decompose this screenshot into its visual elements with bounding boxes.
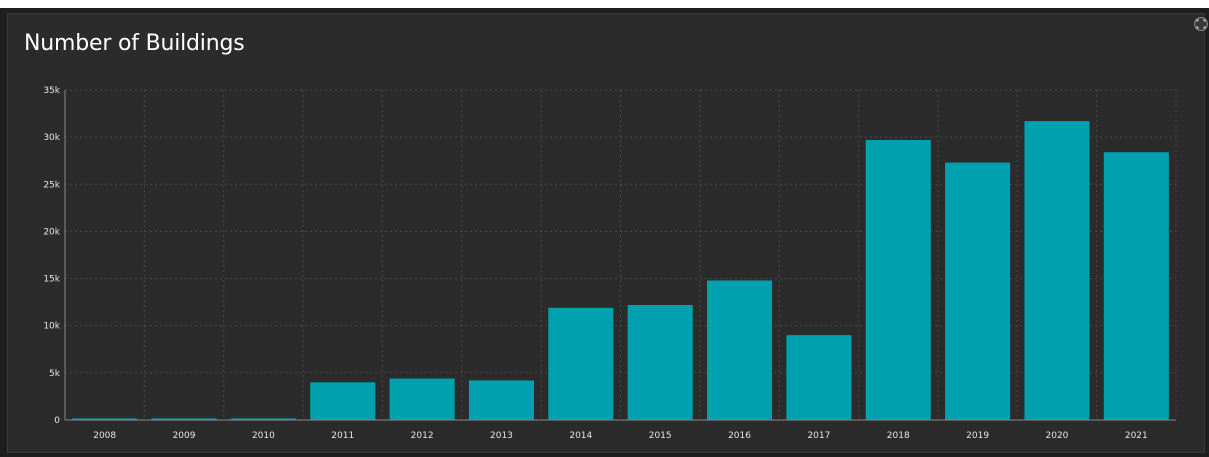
y-tick-label: 15k: [43, 275, 60, 285]
x-tick-label: 2021: [1125, 431, 1148, 441]
expand-button[interactable]: [1194, 17, 1208, 31]
bar-2021[interactable]: [1103, 152, 1169, 420]
x-tick-label: 2014: [569, 431, 592, 441]
bar-2012[interactable]: [389, 378, 455, 420]
x-tick-label: 2018: [887, 431, 910, 441]
y-tick-labels: 0 5k 10k 15k 20k 25k 30k 35k: [43, 86, 60, 426]
bar-2016[interactable]: [706, 280, 773, 420]
bar-2020[interactable]: [1024, 121, 1090, 420]
y-tick-label: 10k: [43, 322, 60, 332]
x-tick-label: 2020: [1046, 431, 1069, 441]
chart-title: Number of Buildings: [24, 31, 245, 56]
bar-2009[interactable]: [151, 418, 217, 421]
axes: [64, 90, 1176, 421]
x-tick-label: 2012: [411, 431, 434, 441]
x-tick-label: 2008: [93, 431, 116, 441]
bars: [72, 121, 1169, 420]
x-tick-label: 2010: [252, 431, 275, 441]
top-bar: [0, 0, 1209, 8]
bar-2010[interactable]: [230, 418, 296, 421]
y-tick-label: 0: [54, 416, 60, 426]
bar-2015[interactable]: [627, 304, 693, 420]
bar-2011[interactable]: [310, 382, 376, 420]
bar-2013[interactable]: [468, 380, 535, 420]
bar-2019[interactable]: [945, 162, 1011, 420]
x-tick-label: 2016: [728, 431, 751, 441]
y-tick-label: 5k: [49, 369, 61, 379]
x-tick-labels: 2008 2009 2010 2011 2012 2013 2014 2015 2016 2017…: [93, 431, 1148, 441]
bar-2017[interactable]: [786, 335, 852, 420]
x-tick-label: 2009: [173, 431, 196, 441]
x-tick-label: 2017: [807, 431, 830, 441]
bar-2014[interactable]: [548, 307, 614, 420]
y-tick-label: 20k: [43, 227, 60, 237]
x-tick-label: 2019: [966, 431, 989, 441]
x-tick-label: 2015: [649, 431, 672, 441]
y-tick-label: 30k: [43, 133, 60, 143]
bar-2008[interactable]: [72, 418, 138, 421]
x-tick-label: 2013: [490, 431, 513, 441]
expand-icon: [1196, 19, 1206, 29]
bar-2018[interactable]: [865, 139, 931, 420]
y-tick-label: 25k: [43, 180, 60, 190]
y-tick-label: 35k: [43, 86, 60, 96]
x-tick-label: 2011: [331, 431, 354, 441]
